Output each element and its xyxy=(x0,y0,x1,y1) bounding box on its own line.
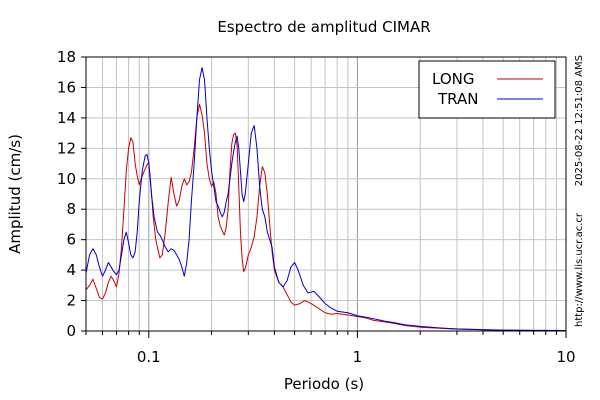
x-tick-label: 10 xyxy=(556,348,575,366)
y-tick-label: 0 xyxy=(66,322,76,340)
series-line-tran xyxy=(86,67,566,331)
y-axis-title: Amplitud (cm/s) xyxy=(6,134,24,254)
x-tick-label: 1 xyxy=(353,348,363,366)
y-tick-label: 18 xyxy=(57,48,76,66)
y-tick-label: 6 xyxy=(66,231,76,249)
legend: LONG TRAN xyxy=(418,60,556,119)
y-tick-label: 16 xyxy=(57,78,76,96)
y-tick-label: 12 xyxy=(57,139,76,157)
source-url-label: http://www.lis.ucr.ac.cr xyxy=(574,212,585,327)
y-tick-label: 14 xyxy=(57,109,76,127)
x-tick-label: 0.1 xyxy=(137,348,161,366)
chart-title: Espectro de amplitud CIMAR xyxy=(217,18,430,36)
grid-lines xyxy=(86,56,566,332)
series-lines xyxy=(86,67,566,331)
plot-frame xyxy=(85,56,567,332)
x-axis-ticks: 0.1 1 10 xyxy=(85,331,576,366)
y-tick-label: 4 xyxy=(66,261,76,279)
legend-label-long: LONG xyxy=(432,70,474,88)
legend-label-tran: TRAN xyxy=(437,90,478,108)
series-line-long xyxy=(86,103,566,331)
y-axis-ticks: 0 2 4 6 8 10 12 14 16 18 xyxy=(57,48,86,340)
x-axis-title: Periodo (s) xyxy=(284,375,364,393)
y-tick-label: 2 xyxy=(66,292,76,310)
timestamp-label: 2025-08-22 12:51:08 AMS xyxy=(574,55,585,186)
legend-box xyxy=(418,60,556,119)
y-tick-label: 8 xyxy=(66,200,76,218)
y-tick-label: 10 xyxy=(57,170,76,188)
